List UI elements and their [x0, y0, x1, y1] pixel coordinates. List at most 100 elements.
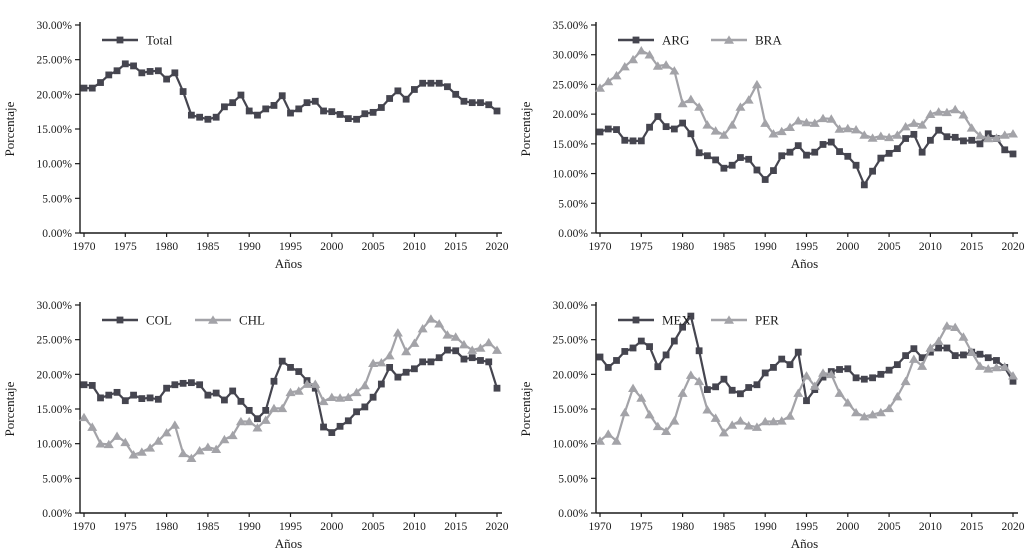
square-marker — [927, 348, 934, 356]
square-marker — [1009, 150, 1017, 158]
y-tick-label: 30.00% — [37, 300, 73, 312]
square-marker — [130, 62, 137, 70]
legend-label: BRA — [755, 33, 782, 48]
square-marker — [212, 389, 220, 397]
square-marker — [460, 97, 468, 105]
square-marker — [80, 84, 88, 92]
triangle-marker — [751, 79, 762, 89]
triangle-marker — [710, 413, 721, 422]
triangle-marker — [793, 116, 804, 125]
square-marker — [993, 357, 1000, 364]
square-marker — [654, 363, 662, 371]
triangle-marker — [892, 130, 903, 139]
x-tick-label: 1990 — [238, 521, 261, 533]
triangle-marker — [409, 338, 420, 347]
triangle-marker — [219, 434, 230, 444]
square-marker — [311, 97, 319, 105]
y-tick-label: 15.00% — [553, 139, 589, 151]
legend-label: MEX — [662, 313, 692, 328]
square-marker — [138, 69, 146, 77]
square-marker — [221, 396, 228, 404]
square-marker — [336, 111, 344, 118]
square-marker — [984, 130, 992, 138]
legend-label: PER — [755, 313, 779, 328]
triangle-marker — [326, 392, 337, 402]
y-axis-title: Porcentaje — [518, 381, 533, 436]
square-marker — [460, 355, 468, 363]
triangle-marker — [933, 336, 944, 345]
square-marker — [613, 126, 620, 133]
square-marker — [819, 373, 827, 381]
square-marker — [720, 164, 728, 172]
square-marker — [885, 366, 893, 374]
triangle-marker — [842, 123, 853, 133]
triangle-marker — [991, 133, 1002, 142]
square-marker — [320, 423, 327, 431]
triangle-marker — [628, 54, 639, 64]
triangle-marker — [999, 130, 1010, 139]
y-tick-label: 5.00% — [42, 193, 72, 205]
triangle-marker — [958, 110, 969, 119]
triangle-marker — [145, 443, 156, 452]
x-tick-label: 2005 — [878, 241, 901, 253]
triangle-marker — [153, 436, 164, 445]
x-tick-label: 2005 — [878, 521, 901, 533]
square-marker — [885, 149, 893, 157]
mex-per-chart-svg: 0.00% 5.00% 10.00% 15.00% 20.00% 25.00% 30.00%… — [518, 300, 1025, 551]
triangle-marker — [293, 386, 304, 395]
col-chl-chart-svg: 0.00% 5.00% 10.00% 15.00% 20.00% 25.00% 30.00%… — [2, 300, 509, 551]
x-tick-label: 1975 — [114, 241, 137, 253]
square-marker — [485, 101, 493, 109]
triangle-marker — [112, 431, 123, 440]
triangle-marker — [611, 436, 622, 445]
triangle-marker — [867, 409, 878, 419]
triangle-marker — [735, 416, 746, 425]
triangle-marker — [925, 109, 936, 118]
square-marker — [703, 386, 711, 393]
triangle-marker — [318, 396, 329, 406]
square-marker — [311, 384, 319, 392]
triangle-marker — [467, 345, 478, 354]
square-marker — [844, 152, 852, 160]
triangle-marker — [677, 388, 688, 397]
square-marker — [629, 137, 637, 145]
x-axis-title: Años — [275, 256, 302, 271]
square-marker — [819, 141, 827, 148]
triangle-marker — [702, 405, 713, 414]
y-tick-label: 0.00% — [42, 508, 72, 520]
x-tick-label: 2000 — [836, 521, 859, 533]
square-marker — [229, 387, 237, 395]
square-marker — [187, 111, 195, 119]
triangle-marker — [875, 131, 886, 140]
square-marker — [353, 408, 360, 416]
square-marker — [860, 181, 868, 189]
x-tick-label: 1995 — [795, 241, 818, 253]
square-marker — [951, 133, 959, 141]
square-marker — [737, 390, 744, 398]
square-marker — [753, 381, 761, 389]
square-marker — [803, 397, 810, 405]
triangle-marker — [376, 357, 387, 367]
triangle-marker — [768, 416, 779, 426]
square-marker — [477, 357, 484, 364]
triangle-marker — [384, 351, 395, 360]
triangle-marker — [875, 407, 886, 417]
triangle-marker — [628, 383, 639, 392]
triangle-marker — [458, 339, 469, 349]
triangle-marker — [252, 423, 263, 432]
triangle-marker — [768, 129, 779, 138]
square-marker — [130, 391, 137, 399]
square-marker — [811, 148, 819, 156]
square-marker — [935, 344, 943, 352]
square-marker — [737, 154, 744, 161]
square-marker — [419, 358, 427, 366]
square-marker — [419, 79, 427, 87]
x-tick-label: 1995 — [279, 521, 302, 533]
square-marker — [786, 361, 794, 369]
triangle-marker — [933, 107, 944, 116]
per-line — [599, 324, 1014, 442]
square-marker — [976, 350, 984, 358]
triangle-marker — [851, 124, 862, 134]
y-tick-label: 10.00% — [553, 169, 589, 181]
square-marker — [394, 373, 402, 381]
